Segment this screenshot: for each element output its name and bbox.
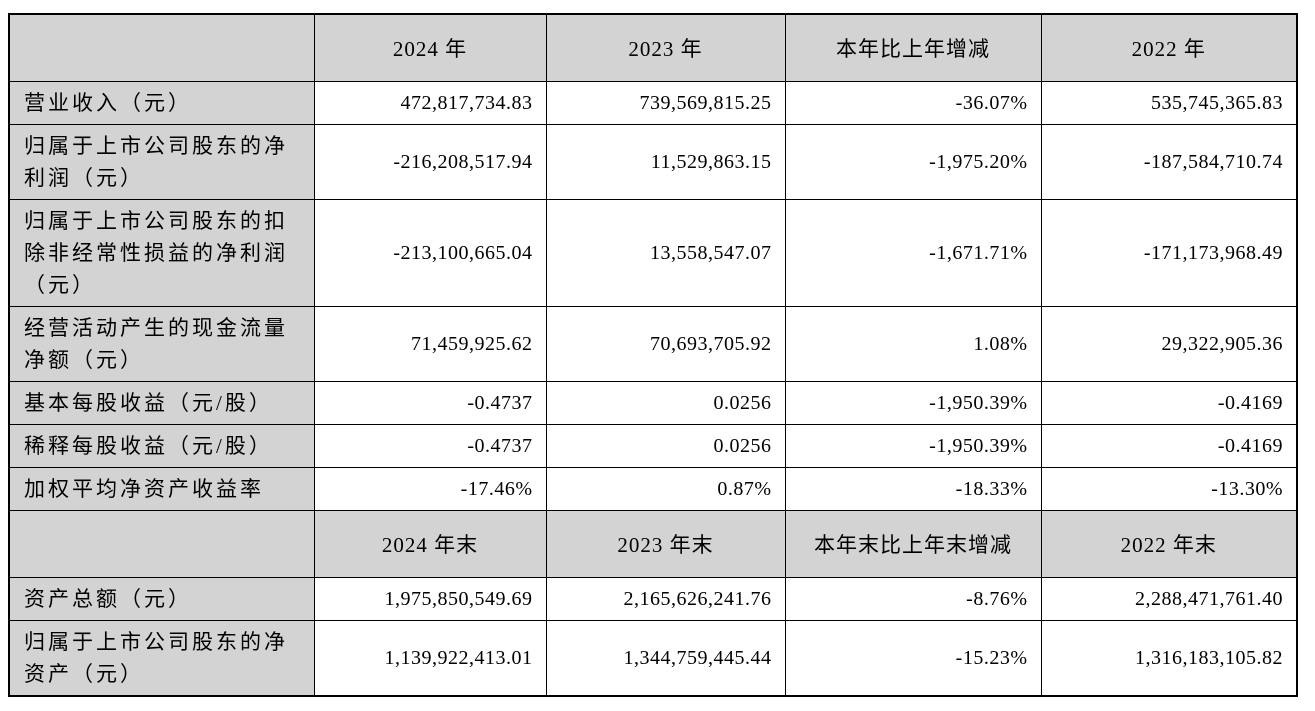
value-cell: -187,584,710.74 (1040, 124, 1298, 200)
table-row: 加权平均净资产收益率 -17.46% 0.87% -18.33% -13.30% (8, 467, 1298, 511)
row-label: 归属于上市公司股东的净利润（元） (8, 124, 315, 200)
value-cell: -18.33% (784, 467, 1042, 511)
table-row: 归属于上市公司股东的扣除非经常性损益的净利润（元） -213,100,665.04… (8, 199, 1298, 307)
section-header-row: 2024 年末 2023 年末 本年末比上年末增减 2022 年末 (8, 510, 1298, 578)
value-cell: -15.23% (784, 620, 1042, 697)
value-cell: -13.30% (1040, 467, 1298, 511)
column-header: 本年末比上年末增减 (784, 510, 1042, 578)
row-label: 稀释每股收益（元/股） (8, 424, 315, 468)
value-cell: -0.4737 (313, 424, 547, 468)
row-label: 基本每股收益（元/股） (8, 381, 315, 425)
column-header: 2024 年 (313, 13, 547, 82)
section-header-row: 2024 年 2023 年本年比上年增减 2022 年 (8, 13, 1298, 82)
column-header: 2023 年末 (545, 510, 786, 578)
table-row: 归属于上市公司股东的净资产（元） 1,139,922,413.01 1,344,75… (8, 620, 1298, 697)
value-cell: 1,316,183,105.82 (1040, 620, 1298, 697)
value-cell: -8.76% (784, 577, 1042, 621)
value-cell: -216,208,517.94 (313, 124, 547, 200)
value-cell: 1,139,922,413.01 (313, 620, 547, 697)
value-cell: -36.07% (784, 81, 1042, 125)
row-label: 加权平均净资产收益率 (8, 467, 315, 511)
value-cell: 1.08% (784, 306, 1042, 382)
column-header: 2022 年 (1040, 13, 1298, 82)
value-cell: -1,950.39% (784, 381, 1042, 425)
table-row: 基本每股收益（元/股） -0.4737 0.0256 -1,950.39% -0.416… (8, 381, 1298, 425)
table-row: 资产总额（元） 1,975,850,549.69 2,165,626,241.76-… (8, 577, 1298, 621)
table-row: 经营活动产生的现金流量净额（元） 71,459,925.62 70,693,705.… (8, 306, 1298, 382)
financial-summary-table: 2024 年 2023 年本年比上年增减 2022 年营业收入（元） 472,817,… (8, 13, 1298, 697)
row-label: 归属于上市公司股东的净资产（元） (8, 620, 315, 697)
column-header: 2024 年末 (313, 510, 547, 578)
value-cell: -0.4169 (1040, 381, 1298, 425)
value-cell: -213,100,665.04 (313, 199, 547, 307)
column-header: 2022 年末 (1040, 510, 1298, 578)
table-row: 营业收入（元） 472,817,734.83 739,569,815.25 -36.0… (8, 81, 1298, 125)
value-cell: 0.87% (545, 467, 786, 511)
value-cell: -171,173,968.49 (1040, 199, 1298, 307)
row-label: 经营活动产生的现金流量净额（元） (8, 306, 315, 382)
value-cell: -1,950.39% (784, 424, 1042, 468)
row-label: 资产总额（元） (8, 577, 315, 621)
value-cell: 29,322,905.36 (1040, 306, 1298, 382)
value-cell: 535,745,365.83 (1040, 81, 1298, 125)
corner-cell (8, 510, 315, 578)
column-header: 本年比上年增减 (784, 13, 1042, 82)
column-header: 2023 年 (545, 13, 786, 82)
value-cell: 1,975,850,549.69 (313, 577, 547, 621)
value-cell: 13,558,547.07 (545, 199, 786, 307)
value-cell: -1,975.20% (784, 124, 1042, 200)
value-cell: -0.4737 (313, 381, 547, 425)
row-label: 营业收入（元） (8, 81, 315, 125)
value-cell: 2,165,626,241.76 (545, 577, 786, 621)
value-cell: 0.0256 (545, 381, 786, 425)
value-cell: 1,344,759,445.44 (545, 620, 786, 697)
table-row: 稀释每股收益（元/股） -0.4737 0.0256 -1,950.39% -0.416… (8, 424, 1298, 468)
value-cell: -1,671.71% (784, 199, 1042, 307)
value-cell: -0.4169 (1040, 424, 1298, 468)
value-cell: 11,529,863.15 (545, 124, 786, 200)
table-row: 归属于上市公司股东的净利润（元） -216,208,517.94 11,529,86… (8, 124, 1298, 200)
value-cell: 2,288,471,761.40 (1040, 577, 1298, 621)
corner-cell (8, 13, 315, 82)
value-cell: 70,693,705.92 (545, 306, 786, 382)
table-body: 2024 年 2023 年本年比上年增减 2022 年营业收入（元） 472,817,… (8, 13, 1298, 697)
value-cell: 0.0256 (545, 424, 786, 468)
value-cell: -17.46% (313, 467, 547, 511)
value-cell: 739,569,815.25 (545, 81, 786, 125)
value-cell: 472,817,734.83 (313, 81, 547, 125)
value-cell: 71,459,925.62 (313, 306, 547, 382)
row-label: 归属于上市公司股东的扣除非经常性损益的净利润（元） (8, 199, 315, 307)
